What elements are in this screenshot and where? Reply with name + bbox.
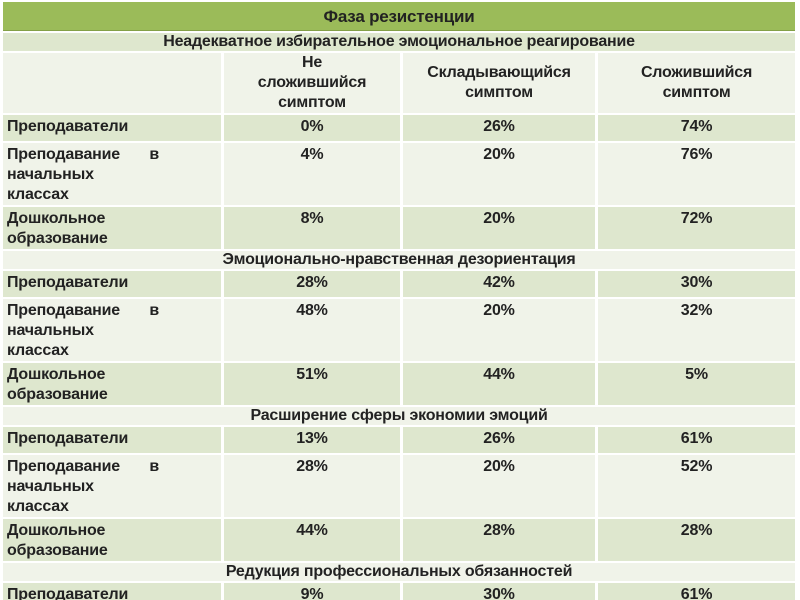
value-cell: 8%	[224, 207, 400, 249]
table-row: Дошкольное образование 8% 20% 72%	[3, 207, 796, 249]
value-cell: 72%	[598, 207, 796, 249]
value-cell: 9%	[224, 583, 400, 600]
section-header-row: Расширение сферы экономии эмоций	[3, 407, 796, 425]
row-label: Дошкольное образование	[3, 363, 221, 405]
row-label: Преподавание в начальных классах	[3, 143, 221, 205]
table-row: Дошкольное образование 44% 28% 28%	[3, 519, 796, 561]
value-cell: 28%	[598, 519, 796, 561]
column-header: Сложившийся симптом	[598, 53, 796, 113]
row-label: Преподавание в начальных классах	[3, 455, 221, 517]
row-label: Дошкольное образование	[3, 207, 221, 249]
value-cell: 30%	[403, 583, 595, 600]
value-cell: 32%	[598, 299, 796, 361]
value-cell: 0%	[224, 115, 400, 141]
section-header-row: Неадекватное избирательное эмоциональное…	[3, 33, 796, 51]
section-header: Неадекватное избирательное эмоциональное…	[3, 33, 796, 51]
value-cell: 4%	[224, 143, 400, 205]
value-cell: 74%	[598, 115, 796, 141]
table-row: Преподаватели 28% 42% 30%	[3, 271, 796, 297]
table-row: Дошкольное образование 51% 44% 5%	[3, 363, 796, 405]
value-cell: 30%	[598, 271, 796, 297]
column-header-row: Не сложившийся симптом Складывающийся сим…	[3, 53, 796, 113]
table-row: Преподавание в начальных классах 28% 20% 52…	[3, 455, 796, 517]
value-cell: 28%	[224, 271, 400, 297]
value-cell: 28%	[224, 455, 400, 517]
value-cell: 26%	[403, 115, 595, 141]
value-cell: 61%	[598, 583, 796, 600]
value-cell: 48%	[224, 299, 400, 361]
value-cell: 61%	[598, 427, 796, 453]
value-cell: 26%	[403, 427, 595, 453]
title-row: Фаза резистенции	[3, 2, 796, 31]
value-cell: 44%	[403, 363, 595, 405]
column-header: Не сложившийся симптом	[224, 53, 400, 113]
value-cell: 20%	[403, 143, 595, 205]
row-label: Дошкольное образование	[3, 519, 221, 561]
value-cell: 42%	[403, 271, 595, 297]
table-row: Преподавание в начальных классах 4% 20% 76%	[3, 143, 796, 205]
row-label: Преподавание в начальных классах	[3, 299, 221, 361]
section-header: Редукция профессиональных обязанностей	[3, 563, 796, 581]
value-cell: 76%	[598, 143, 796, 205]
value-cell: 13%	[224, 427, 400, 453]
column-header: Складывающийся симптом	[403, 53, 595, 113]
table-row: Преподавание в начальных классах 48% 20% 32…	[3, 299, 796, 361]
table-row: Преподаватели 9% 30% 61%	[3, 583, 796, 600]
section-header-row: Редукция профессиональных обязанностей	[3, 563, 796, 581]
value-cell: 28%	[403, 519, 595, 561]
section-header-row: Эмоционально-нравственная дезориентация	[3, 251, 796, 269]
value-cell: 5%	[598, 363, 796, 405]
value-cell: 20%	[403, 299, 595, 361]
section-header: Эмоционально-нравственная дезориентация	[3, 251, 796, 269]
value-cell: 44%	[224, 519, 400, 561]
value-cell: 20%	[403, 455, 595, 517]
section-header: Расширение сферы экономии эмоций	[3, 407, 796, 425]
corner-cell	[3, 53, 221, 113]
slide-title: Фаза резистенции	[3, 2, 796, 31]
table-row: Преподаватели 13% 26% 61%	[3, 427, 796, 453]
value-cell: 51%	[224, 363, 400, 405]
row-label: Преподаватели	[3, 115, 221, 141]
value-cell: 20%	[403, 207, 595, 249]
row-label: Преподаватели	[3, 271, 221, 297]
table-row: Преподаватели 0% 26% 74%	[3, 115, 796, 141]
table-body: Фаза резистенции Неадекватное избиратель…	[3, 2, 796, 600]
value-cell: 52%	[598, 455, 796, 517]
row-label: Преподаватели	[3, 427, 221, 453]
row-label: Преподаватели	[3, 583, 221, 600]
